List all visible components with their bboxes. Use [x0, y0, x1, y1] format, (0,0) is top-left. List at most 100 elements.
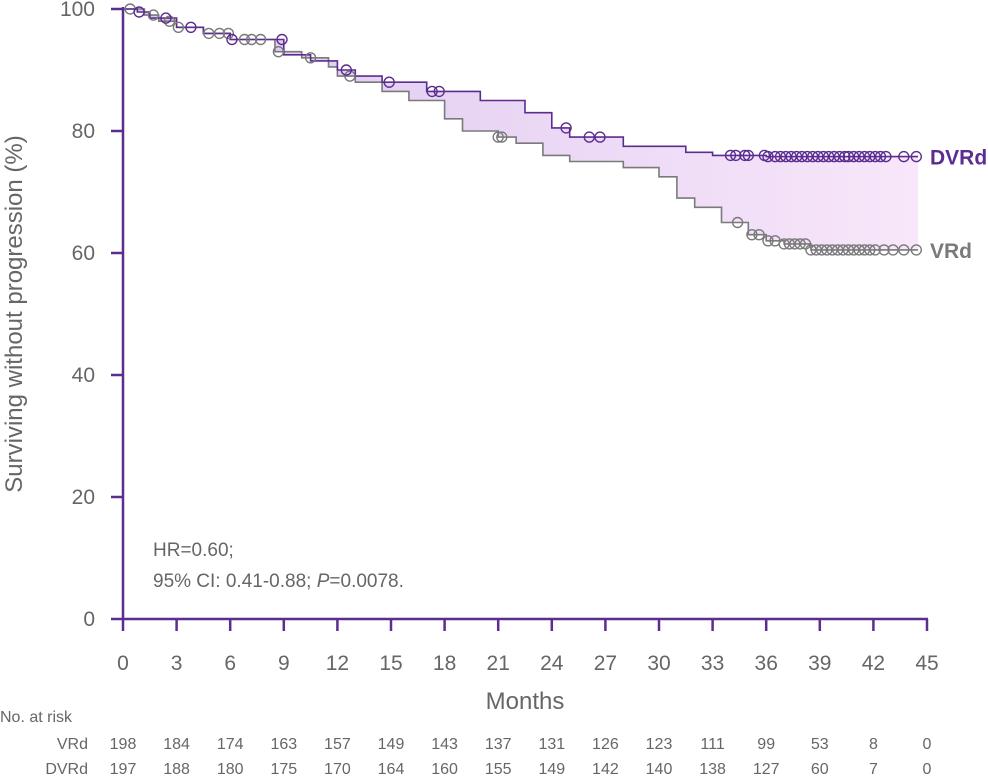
risk-value-dvrd: 149 — [538, 761, 565, 776]
censor-mark-vrd — [858, 244, 871, 256]
y-tick-label: 20 — [72, 486, 95, 509]
y-tick-label: 0 — [83, 608, 95, 631]
censor-mark-vrd — [878, 244, 890, 256]
p-value-text: =0.0078. — [329, 571, 404, 592]
censor-mark-dvrd — [874, 150, 887, 163]
x-tick-label: 9 — [278, 652, 290, 675]
censor-mark-dvrd — [853, 150, 865, 163]
x-tick-label: 39 — [808, 652, 831, 675]
censor-mark-dvrd — [869, 150, 881, 163]
censor-mark-dvrd — [828, 150, 840, 163]
labels-layer: Surviving without progression (%) Months… — [0, 135, 987, 726]
censor-mark-vrd — [238, 33, 251, 46]
censor-mark-dvrd — [730, 149, 742, 162]
ci-text: 95% CI: 0.41-0.88; — [153, 571, 317, 592]
censor-mark-dvrd — [133, 6, 145, 18]
censor-mark-vrd — [869, 244, 881, 256]
censor-mark-dvrd — [864, 150, 876, 163]
risk-value-vrd: 126 — [592, 736, 619, 753]
censor-mark-dvrd — [796, 150, 808, 163]
censor-mark-vrd — [496, 131, 508, 143]
censor-mark-vrd — [731, 216, 744, 229]
censor-mark-vrd — [492, 131, 504, 143]
risk-value-vrd: 137 — [485, 736, 512, 753]
risk-value-dvrd: 170 — [324, 761, 351, 776]
censor-mark-dvrd — [433, 85, 445, 98]
risk-value-vrd: 184 — [163, 736, 190, 753]
censor-mark-vrd — [222, 27, 235, 40]
risk-value-dvrd: 197 — [110, 761, 137, 776]
y-tick-label: 60 — [72, 242, 95, 265]
censor-mark-dvrd — [724, 149, 737, 162]
risk-value-vrd: 53 — [811, 736, 829, 753]
risk-value-dvrd: 60 — [811, 761, 829, 776]
risk-value-dvrd: 140 — [646, 761, 673, 776]
censor-mark-vrd — [810, 244, 822, 256]
x-axis-title: Months — [486, 688, 565, 715]
censor-mark-vrd — [821, 244, 833, 256]
censor-mark-vrd — [163, 15, 176, 27]
risk-value-vrd: 131 — [538, 736, 565, 753]
censor-mark-vrd — [147, 9, 160, 21]
x-tick-label: 45 — [915, 652, 938, 675]
risk-row-label-dvrd: DVRd — [45, 761, 88, 776]
y-tick-label: 100 — [60, 0, 95, 21]
p-symbol: P — [317, 571, 330, 592]
x-tick-label: 30 — [647, 652, 670, 675]
risk-table: VRd 198 184 174 163 157 149 143 137 131 126 123 111 9… — [45, 736, 931, 776]
risk-value-vrd: 149 — [378, 736, 405, 753]
x-tick-label: 18 — [433, 652, 456, 675]
risk-value-vrd: 143 — [431, 736, 458, 753]
x-tick-label: 27 — [594, 652, 617, 675]
x-tick-label: 33 — [701, 652, 724, 675]
risk-value-dvrd: 0 — [923, 761, 932, 776]
risk-value-dvrd: 7 — [869, 761, 878, 776]
censor-mark-dvrd — [785, 150, 797, 163]
x-tick-label: 6 — [224, 652, 236, 675]
censor-mark-dvrd — [801, 150, 813, 163]
censor-mark-dvrd — [898, 150, 910, 163]
censor-mark-vrd — [213, 27, 226, 40]
y-tick-label: 80 — [72, 120, 95, 143]
risk-value-dvrd: 155 — [485, 761, 512, 776]
censor-mark-dvrd — [340, 64, 352, 76]
censor-mark-dvrd — [583, 131, 595, 143]
censor-mark-dvrd — [839, 150, 851, 163]
risk-value-dvrd: 127 — [753, 761, 780, 776]
risk-table-title: No. at risk — [0, 709, 73, 726]
x-tick-label: 21 — [487, 652, 510, 675]
censor-mark-vrd — [254, 33, 267, 46]
x-tick-label: 36 — [755, 652, 778, 675]
x-tick-label: 15 — [379, 652, 402, 675]
risk-value-vrd: 0 — [923, 736, 932, 753]
difference-fill — [123, 9, 919, 250]
censor-mark-vrd — [272, 46, 285, 58]
censor-mark-dvrd — [848, 150, 860, 163]
censor-mark-dvrd — [769, 150, 781, 163]
censor-mark-vrd — [826, 244, 838, 256]
censor-mark-dvrd — [742, 149, 754, 162]
risk-value-vrd: 174 — [217, 736, 244, 753]
censor-mark-vrd — [832, 244, 844, 256]
censor-mark-vrd — [746, 228, 758, 241]
censor-mark-vrd — [762, 235, 774, 247]
hr-annotation: HR=0.60; — [153, 540, 234, 561]
censor-mark-dvrd — [739, 149, 751, 162]
risk-value-dvrd: 142 — [592, 761, 619, 776]
difference-fill-layer — [123, 9, 919, 250]
censor-mark-vrd — [837, 244, 849, 256]
x-tick-label: 0 — [117, 652, 129, 675]
censor-mark-vrd — [898, 244, 910, 256]
censor-mark-vrd — [853, 244, 865, 256]
risk-row-label-vrd: VRd — [57, 736, 88, 753]
censor-mark-dvrd — [226, 33, 238, 46]
risk-value-dvrd: 160 — [431, 761, 458, 776]
censor-marks-layer — [124, 3, 922, 256]
risk-value-dvrd: 164 — [378, 761, 405, 776]
censor-mark-dvrd — [833, 150, 846, 163]
risk-value-dvrd: 138 — [699, 761, 726, 776]
censor-mark-dvrd — [594, 131, 606, 143]
y-axis-title: Surviving without progression (%) — [1, 135, 28, 492]
risk-value-vrd: 163 — [270, 736, 297, 753]
